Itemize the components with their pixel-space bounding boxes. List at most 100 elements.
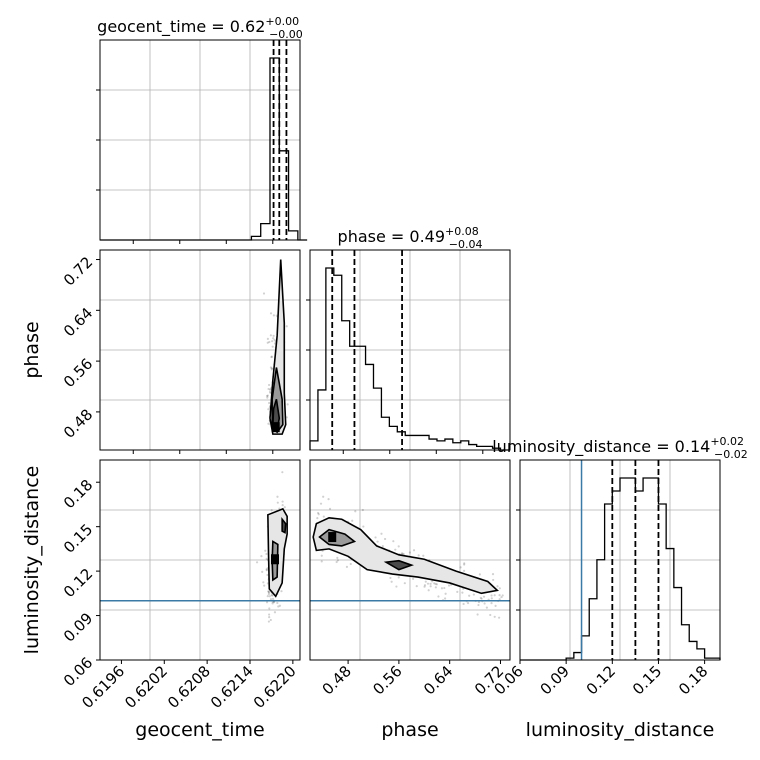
scatter-point <box>281 504 284 507</box>
scatter-point <box>271 602 274 605</box>
panel-title: phase = 0.49+0.08 −0.04 <box>338 225 483 251</box>
scatter-point <box>268 613 271 616</box>
scatter-point <box>276 495 279 498</box>
scatter-point <box>265 601 269 604</box>
scatter-point <box>397 545 400 548</box>
scatter-point <box>498 587 501 590</box>
panel-phase-vs-geocent_time: 0.48 0.56 0.64 0.72 phase <box>21 249 301 454</box>
x-tick-label: 0.6214 <box>207 662 257 712</box>
scatter-point <box>270 594 273 597</box>
y-tick-label: 0.12 <box>60 565 96 601</box>
panel-phase-hist: phase = 0.49+0.08 −0.04 <box>306 225 511 454</box>
scatter-point <box>493 594 496 597</box>
scatter-point <box>268 607 271 610</box>
scatter-point <box>283 506 286 509</box>
panel-geocent_time-hist: geocent_time = 0.62+0.00 −0.00 <box>96 15 308 244</box>
scatter-point <box>447 584 451 587</box>
panel-luminosity_distance-hist: luminosity_distance = 0.14+0.02 −0.020.06… <box>490 435 747 741</box>
title-minus: −0.04 <box>449 238 483 251</box>
scatter-point <box>463 563 466 566</box>
scatter-point <box>351 519 354 522</box>
scatter-point <box>433 582 436 585</box>
scatter-point <box>434 582 437 586</box>
scatter-point <box>349 562 352 566</box>
scatter-point <box>395 585 398 588</box>
panel-title: geocent_time = 0.62+0.00 −0.00 <box>97 15 303 41</box>
scatter-point <box>278 604 282 607</box>
x-tick-label: 0.56 <box>369 662 405 698</box>
scatter-point <box>276 601 279 605</box>
scatter-point <box>267 408 270 411</box>
scatter-point <box>320 554 323 557</box>
scatter-point <box>262 292 266 295</box>
title-plus: +0.00 <box>265 15 299 28</box>
scatter-point <box>266 394 269 397</box>
scatter-point <box>500 595 503 599</box>
scatter-point <box>390 580 393 583</box>
scatter-point <box>477 601 481 604</box>
scatter-point <box>498 594 501 597</box>
scatter-point <box>265 552 268 556</box>
scatter-point <box>317 513 320 516</box>
scatter-point <box>422 554 425 557</box>
scatter-point <box>265 557 268 560</box>
scatter-point <box>267 383 271 387</box>
y-tick-label: 0.72 <box>60 253 96 289</box>
scatter-point <box>267 591 271 594</box>
contour-level <box>383 559 415 571</box>
scatter-point <box>277 605 280 608</box>
axes-frame <box>519 459 721 661</box>
scatter-point <box>266 573 269 577</box>
scatter-point <box>269 312 273 315</box>
scatter-point <box>443 586 446 590</box>
scatter-point <box>485 606 488 609</box>
x-axis-label: luminosity_distance <box>526 719 715 741</box>
scatter-point <box>265 394 269 398</box>
scatter-point <box>270 355 273 359</box>
scatter-point <box>383 537 387 541</box>
scatter-point <box>280 590 283 593</box>
scatter-point <box>317 511 320 515</box>
scatter-point <box>434 586 437 589</box>
scatter-point <box>479 596 482 599</box>
scatter-point <box>501 594 504 597</box>
scatter-point <box>490 594 493 597</box>
scatter-point <box>273 611 277 614</box>
x-axis-label: phase <box>381 719 438 741</box>
scatter-point <box>483 602 486 605</box>
scatter-point <box>463 569 466 572</box>
x-tick-label: 0.48 <box>319 662 355 698</box>
scatter-point <box>415 585 418 588</box>
scatter-point <box>272 314 275 317</box>
title-plus: +0.02 <box>710 435 744 448</box>
scatter-point <box>491 573 495 576</box>
scatter-point <box>427 589 430 592</box>
scatter-point <box>270 355 273 358</box>
scatter-point <box>461 591 464 594</box>
scatter-point <box>271 594 274 597</box>
scatter-point <box>273 338 276 341</box>
scatter-point <box>281 500 284 503</box>
y-tick-label: 0.56 <box>60 355 96 391</box>
scatter-point <box>266 594 269 598</box>
scatter-point <box>498 616 501 619</box>
scatter-point <box>322 495 325 498</box>
scatter-point <box>408 551 411 554</box>
density-peak <box>271 554 279 565</box>
scatter-point <box>286 403 289 406</box>
scatter-point <box>423 584 427 587</box>
y-axis-label: phase <box>21 321 43 378</box>
scatter-point <box>269 388 272 391</box>
scatter-point <box>435 583 438 586</box>
scatter-point <box>381 545 384 548</box>
scatter-point <box>328 507 332 510</box>
contour-level <box>281 516 287 534</box>
y-tick-label: 0.15 <box>60 520 96 556</box>
title-minus: −0.02 <box>714 448 748 461</box>
scatter-point <box>426 582 430 585</box>
histogram-step <box>520 477 721 661</box>
scatter-point <box>489 613 492 617</box>
scatter-point <box>322 515 325 518</box>
histogram-step <box>309 267 510 451</box>
